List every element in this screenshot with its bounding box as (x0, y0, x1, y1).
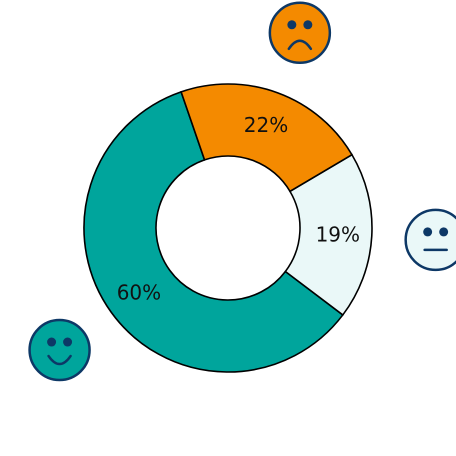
sad-face-icon (268, 1, 332, 65)
donut-slice-happy (83, 90, 344, 373)
neutral-face-icon (404, 208, 456, 272)
slice-label: 19% (316, 222, 360, 246)
slice-label: 22% (244, 113, 288, 137)
slice-label: 60% (117, 281, 161, 305)
sentiment-icons (28, 1, 456, 382)
donut-slice-sad (180, 83, 354, 193)
happy-face-icon (28, 318, 91, 382)
donut-slices (83, 83, 373, 373)
donut-slice-neutral (284, 153, 373, 317)
slice-labels: 60% 19% 22% (117, 113, 360, 305)
